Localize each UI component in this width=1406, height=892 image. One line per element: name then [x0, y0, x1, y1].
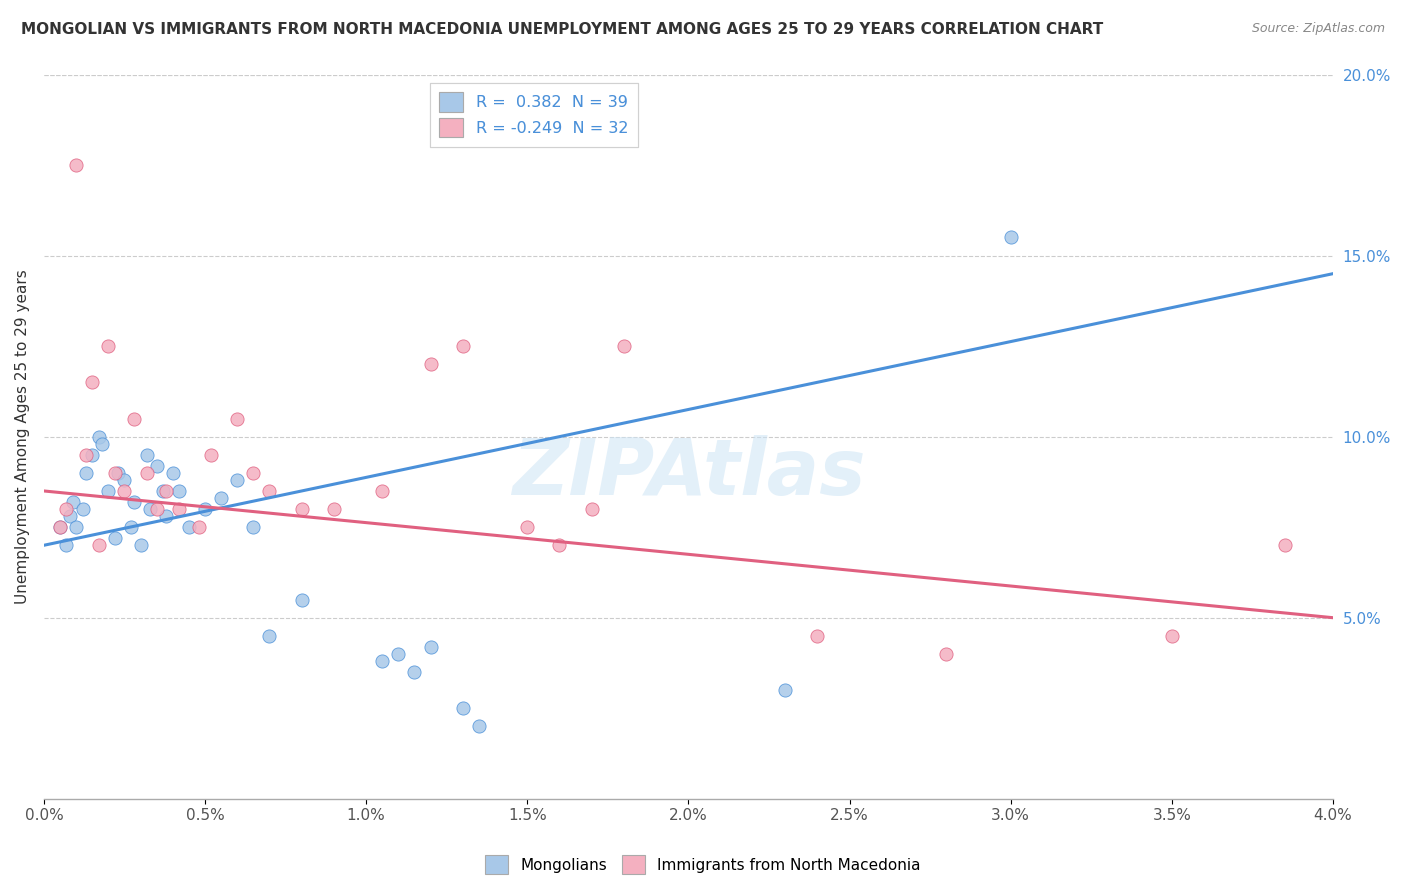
Point	[49, 520, 72, 534]
Point	[259, 629, 281, 643]
Point	[259, 483, 281, 498]
Point	[200, 448, 222, 462]
Point	[242, 520, 264, 534]
Point	[209, 491, 232, 506]
Point	[104, 466, 127, 480]
Point	[72, 502, 94, 516]
Text: Source: ZipAtlas.com: Source: ZipAtlas.com	[1251, 22, 1385, 36]
Point	[104, 531, 127, 545]
Point	[291, 592, 314, 607]
Point	[114, 483, 136, 498]
Point	[145, 502, 167, 516]
Point	[65, 158, 87, 172]
Point	[167, 502, 190, 516]
Point	[155, 509, 177, 524]
Point	[82, 376, 104, 390]
Point	[1000, 230, 1022, 244]
Point	[177, 520, 200, 534]
Point	[120, 520, 142, 534]
Point	[75, 448, 97, 462]
Point	[129, 538, 152, 552]
Point	[322, 502, 344, 516]
Point	[59, 509, 82, 524]
Point	[291, 502, 314, 516]
Point	[136, 466, 159, 480]
Text: MONGOLIAN VS IMMIGRANTS FROM NORTH MACEDONIA UNEMPLOYMENT AMONG AGES 25 TO 29 YE: MONGOLIAN VS IMMIGRANTS FROM NORTH MACED…	[21, 22, 1104, 37]
Point	[194, 502, 217, 516]
Point	[419, 640, 441, 654]
Point	[1160, 629, 1182, 643]
Point	[371, 483, 394, 498]
Point	[97, 339, 120, 353]
Point	[97, 483, 120, 498]
Point	[55, 502, 77, 516]
Point	[87, 538, 110, 552]
Point	[114, 473, 136, 487]
Point	[62, 495, 84, 509]
Point	[468, 719, 491, 733]
Point	[136, 448, 159, 462]
Point	[404, 665, 426, 679]
Point	[613, 339, 636, 353]
Point	[548, 538, 571, 552]
Point	[419, 357, 441, 371]
Legend: R =  0.382  N = 39, R = -0.249  N = 32: R = 0.382 N = 39, R = -0.249 N = 32	[429, 82, 638, 147]
Point	[90, 437, 112, 451]
Point	[155, 483, 177, 498]
Legend: Mongolians, Immigrants from North Macedonia: Mongolians, Immigrants from North Macedo…	[479, 849, 927, 880]
Point	[82, 448, 104, 462]
Point	[75, 466, 97, 480]
Point	[1274, 538, 1296, 552]
Point	[773, 683, 796, 698]
Point	[516, 520, 538, 534]
Point	[139, 502, 162, 516]
Point	[107, 466, 129, 480]
Point	[145, 458, 167, 473]
Point	[581, 502, 603, 516]
Point	[451, 339, 474, 353]
Text: ZIPAtlas: ZIPAtlas	[512, 435, 865, 511]
Point	[122, 495, 145, 509]
Point	[242, 466, 264, 480]
Point	[226, 411, 249, 425]
Point	[152, 483, 174, 498]
Point	[187, 520, 209, 534]
Point	[167, 483, 190, 498]
Point	[65, 520, 87, 534]
Y-axis label: Unemployment Among Ages 25 to 29 years: Unemployment Among Ages 25 to 29 years	[15, 269, 30, 604]
Point	[122, 411, 145, 425]
Point	[226, 473, 249, 487]
Point	[451, 701, 474, 715]
Point	[55, 538, 77, 552]
Point	[806, 629, 828, 643]
Point	[387, 647, 409, 661]
Point	[49, 520, 72, 534]
Point	[935, 647, 957, 661]
Point	[87, 430, 110, 444]
Point	[371, 654, 394, 668]
Point	[162, 466, 184, 480]
